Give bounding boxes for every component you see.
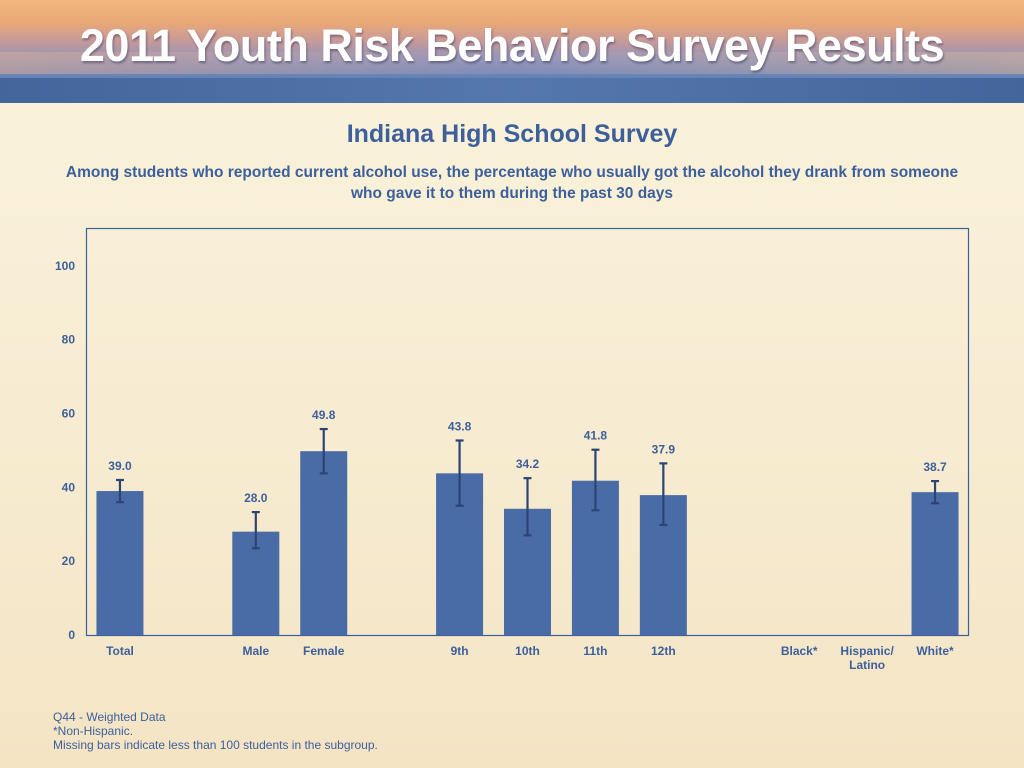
x-tick-label: Black* (781, 644, 818, 658)
y-axis: 0 20 40 60 80 100 (55, 259, 75, 642)
chart-subtitle: Among students who reported current alco… (65, 164, 959, 202)
footnote-missing-bars: Missing bars indicate less than 100 stud… (53, 738, 378, 752)
y-tick-label: 60 (62, 407, 76, 421)
chart-title: Indiana High School Survey (346, 120, 678, 148)
error-bar (931, 479, 940, 505)
y-tick-label: 0 (68, 628, 75, 642)
x-tick-label: White* (916, 644, 954, 658)
data-label: 49.8 (312, 408, 336, 422)
bar (300, 451, 348, 635)
x-tick-label: 10th (515, 644, 540, 658)
banner-band-dark (0, 78, 1024, 103)
error-bar (319, 427, 328, 475)
banner-title: 2011 Youth Risk Behavior Survey Results (79, 20, 945, 71)
header-banner: 2011 Youth Risk Behavior Survey Results (0, 0, 1024, 103)
data-label: 38.7 (923, 460, 947, 474)
error-bar (591, 448, 600, 512)
x-tick-label: Hispanic/Latino (840, 644, 894, 672)
plot-area-frame (85, 227, 970, 637)
y-tick-label: 40 (62, 480, 76, 494)
x-tick-label: 11th (583, 644, 607, 658)
data-label: 39.0 (108, 459, 132, 473)
x-tick-label: 9th (451, 644, 469, 658)
x-tick-label: Male (242, 644, 269, 658)
bar (911, 492, 959, 635)
bar (96, 491, 144, 635)
x-tick-label: 12th (651, 644, 676, 658)
error-bar (115, 478, 124, 504)
data-label: 28.0 (244, 491, 268, 505)
bars: 39.0 28.0 49.8 43.8 34.2 41.8 37.9 38.7 (96, 408, 959, 635)
footnote-non-hispanic: *Non-Hispanic. (53, 724, 134, 738)
footnote-data-source: Q44 - Weighted Data (53, 710, 166, 724)
error-bar (251, 510, 260, 550)
y-tick-label: 80 (62, 333, 76, 347)
error-bar (455, 439, 464, 507)
y-tick-label: 20 (62, 554, 76, 568)
y-tick-label: 100 (55, 259, 75, 273)
data-label: 41.8 (584, 429, 608, 443)
banner-band-light (0, 52, 1024, 74)
x-tick-label: Female (303, 644, 345, 658)
data-label: 37.9 (652, 442, 676, 456)
x-tick-label: Total (106, 644, 134, 658)
data-label: 43.8 (448, 419, 472, 433)
data-label: 34.2 (516, 457, 540, 471)
error-bar (523, 477, 532, 537)
error-bar (659, 462, 668, 527)
x-axis: Total Male Female 9th 10th 11th 12th Black* Hisp… (106, 644, 954, 672)
